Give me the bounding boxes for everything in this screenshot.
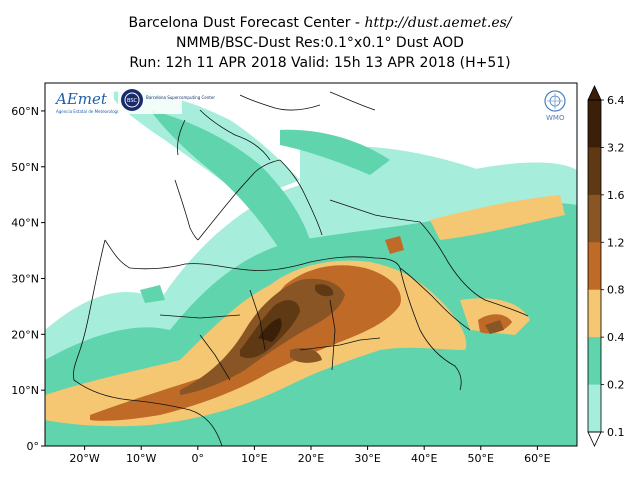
lat-tick-label: 10°N [11, 384, 39, 397]
lon-tick-label: 50°E [468, 452, 494, 465]
lat-tick-label: 30°N [11, 272, 39, 285]
colorbar-label: 1.6 [607, 189, 625, 202]
colorbar-segment [588, 337, 601, 386]
colorbar-segment [588, 242, 601, 291]
colorbar-label: 0.4 [607, 331, 625, 344]
bsc-logo-text: Barcelona Supercomputing Center [146, 95, 215, 100]
title-prefix: Barcelona Dust Forecast Center - [128, 15, 365, 31]
colorbar-segment [588, 194, 601, 243]
map-axis-labels: 0° 10°N 20°N 30°N 40°N 50°N 60°N 20°W 10°W 0° 10°E… [11, 105, 550, 465]
aemet-logo-subtitle: Agencia Estatal de Meteorología [56, 109, 121, 114]
title-line-1: Barcelona Dust Forecast Center - http://… [0, 14, 640, 32]
colorbar-label: 0.1 [607, 426, 625, 439]
colorbar-top-arrow [587, 85, 602, 101]
coastlines [73, 91, 529, 446]
colorbar-segment [588, 289, 601, 338]
wmo-logo: WMO [544, 90, 566, 122]
colorbar-segment [588, 147, 601, 196]
lat-tick-label: 20°N [11, 328, 39, 341]
colorbar-label: 3.2 [607, 141, 625, 154]
colorbar-segment [588, 100, 601, 148]
colorbar-bottom-arrow [587, 431, 602, 447]
colorbar-label: 1.2 [607, 236, 625, 249]
bsc-badge-text: BSC [127, 98, 138, 104]
aod-colorbar-labels: 6.4 3.2 1.6 1.2 0.8 0.4 0.2 0.1 [607, 94, 625, 439]
lon-tick-label: 10°E [241, 452, 267, 465]
lon-tick-label: 10°W [126, 452, 156, 465]
lat-tick-label: 40°N [11, 217, 39, 230]
colorbar-segment [588, 384, 601, 433]
aod-6.4-layer [258, 318, 282, 342]
map-axis-ticks [41, 110, 538, 450]
lon-tick-label: 60°E [524, 452, 550, 465]
title-url-link[interactable]: http://dust.aemet.es/ [364, 15, 512, 31]
lon-tick-label: 0° [192, 452, 205, 465]
lon-tick-label: 20°W [69, 452, 99, 465]
aod-colorbar [587, 85, 604, 447]
lat-tick-label: 60°N [11, 105, 39, 118]
wmo-logo-text: WMO [546, 114, 565, 122]
colorbar-frame [587, 99, 602, 433]
colorbar-label: 6.4 [607, 94, 625, 107]
lon-tick-label: 20°E [298, 452, 324, 465]
title-line-2: NMMB/BSC-Dust Res:0.1°x0.1° Dust AOD [176, 35, 464, 51]
aemet-logo-text: AEmet [54, 90, 108, 108]
lon-tick-label: 30°E [354, 452, 380, 465]
aemet-logo: AEmet Agencia Estatal de Meteorología [52, 86, 121, 114]
lon-tick-label: 40°E [411, 452, 437, 465]
lat-tick-label: 0° [27, 440, 40, 453]
lat-tick-label: 50°N [11, 161, 39, 174]
colorbar-label: 0.8 [607, 284, 625, 297]
title-line-3: Run: 12h 11 APR 2018 Valid: 15h 13 APR 2… [129, 55, 511, 71]
colorbar-label: 0.2 [607, 379, 625, 392]
bsc-logo: BSC Barcelona Supercomputing Center [118, 86, 215, 114]
map-plot-area [45, 83, 577, 446]
